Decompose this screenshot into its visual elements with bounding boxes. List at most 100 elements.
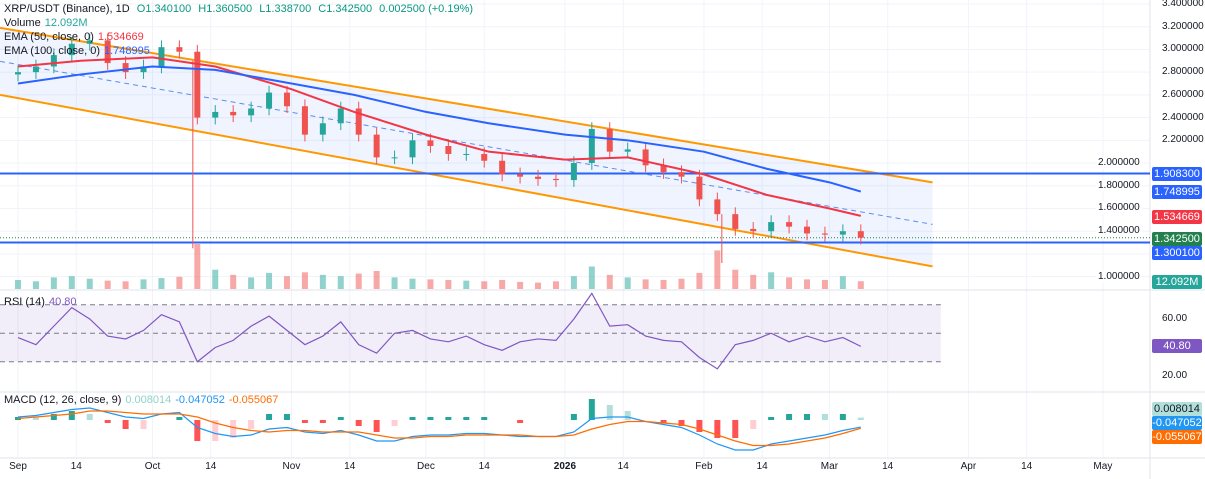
candle-body <box>499 160 506 175</box>
ema100-line <box>17 65 862 193</box>
candle-body <box>786 222 793 227</box>
candle-body <box>104 40 111 64</box>
volume-bar <box>140 279 147 289</box>
candle-body <box>122 63 129 73</box>
candle-body <box>230 111 237 116</box>
macd-histogram-bar <box>750 420 757 429</box>
candle-body <box>194 51 201 118</box>
channel-mid-line <box>0 60 933 225</box>
candle-body <box>248 108 255 116</box>
channel-fill <box>0 27 933 267</box>
time-tick-label: 14 <box>882 461 894 472</box>
macd-histogram-bar <box>266 414 273 420</box>
volume-bar <box>15 280 21 289</box>
macd-histogram-bar <box>606 405 613 420</box>
candle-body <box>301 106 308 135</box>
volume-bar <box>301 272 308 289</box>
candle-body <box>535 176 542 179</box>
volume-bar <box>570 276 577 289</box>
volume-bar <box>409 278 416 289</box>
candle-body <box>445 146 452 154</box>
candle-body <box>32 66 39 73</box>
candle-body <box>176 47 183 52</box>
volume-bar <box>481 281 488 289</box>
candle-body <box>642 149 649 166</box>
candle-body <box>678 172 685 177</box>
time-tick-label: Mar <box>820 461 839 472</box>
macd-histogram-bar <box>176 417 183 420</box>
volume-bar <box>194 244 201 289</box>
time-tick-label: May <box>1093 461 1113 472</box>
macd-histogram-bar <box>804 414 811 420</box>
volume-bar <box>122 281 129 289</box>
volume-bar <box>355 273 362 289</box>
macd-signal-tag: -0.055067 <box>1152 430 1202 444</box>
rsi-tick-label: 60.00 <box>1162 313 1188 324</box>
candle-body <box>266 92 273 109</box>
candle-body <box>857 231 864 238</box>
macd-histogram-bar <box>212 420 219 441</box>
candle-body <box>337 108 344 124</box>
ema50-label: EMA (50, close, 0) <box>4 31 94 43</box>
ema50-legend: EMA (50, close, 0) 1.534669 <box>4 31 148 43</box>
volume-value: 12.092M <box>44 17 88 29</box>
candle-body <box>839 231 846 235</box>
time-tick-label: 14 <box>1021 461 1033 472</box>
macd-signal-line <box>17 410 861 447</box>
high-value: H1.360500 <box>198 3 253 15</box>
candle-body <box>50 55 57 67</box>
time-tick-label: 14 <box>478 461 490 472</box>
ema100-legend: EMA (100, close, 0) 1.748995 <box>4 45 154 57</box>
candle-body <box>373 134 380 158</box>
volume-bar <box>696 272 703 289</box>
volume-bar <box>857 281 864 289</box>
level-tag-lower: 1.300100 <box>1152 246 1202 260</box>
macd-histogram-bar <box>445 417 452 420</box>
volume-bar <box>32 281 39 289</box>
candle-body <box>409 140 416 158</box>
macd-histogram-bar <box>140 420 147 429</box>
rsi-tick-label: 20.00 <box>1162 370 1188 381</box>
volume-bar <box>839 276 846 289</box>
time-tick-label: Oct <box>144 461 161 472</box>
price-tick-label: 2.600000 <box>1162 88 1204 100</box>
volume-bar <box>319 274 326 289</box>
macd-histogram-bar <box>427 417 434 420</box>
volume-bar <box>606 274 613 289</box>
open-value: O1.340100 <box>136 3 192 15</box>
candle-body <box>552 178 559 181</box>
macd-label: MACD (12, 26, close, 9) <box>4 394 122 406</box>
volume-bar <box>552 281 559 289</box>
volume-label: Volume <box>4 17 41 29</box>
price-tick-label: 1.800000 <box>1096 179 1142 192</box>
macd-histogram-bar <box>857 417 864 420</box>
volume-legend: Volume 12.092M <box>4 17 92 29</box>
volume-bar <box>678 278 685 289</box>
volume-bar <box>283 276 290 289</box>
level-tag-upper: 1.908300 <box>1152 167 1202 181</box>
time-tick-label: 2026 <box>553 461 577 472</box>
ema100-tag: 1.748995 <box>1152 185 1202 199</box>
candle-body <box>15 72 21 75</box>
price-tick-label: 2.400000 <box>1162 111 1204 123</box>
macd-histogram-bar <box>696 420 703 432</box>
close-value: C1.342500 <box>318 3 373 15</box>
candle-body <box>517 174 524 177</box>
volume-bar <box>732 269 739 289</box>
volume-bar <box>463 280 470 289</box>
volume-bar <box>104 280 111 289</box>
volume-bar <box>212 269 219 289</box>
volume-tag: 12.092M <box>1152 275 1202 289</box>
volume-bar <box>750 274 757 289</box>
macd-histogram-bar <box>373 420 380 432</box>
time-tick-label: Nov <box>282 461 301 472</box>
volume-bar <box>248 277 255 289</box>
macd-histogram-bar <box>588 399 595 420</box>
macd-histogram-bar <box>714 420 721 438</box>
price-tick-label: 1.000000 <box>1096 270 1142 283</box>
volume-bar <box>517 281 524 289</box>
candle-body <box>481 153 488 161</box>
macd-histogram-bar <box>86 414 93 420</box>
time-tick-label: 14 <box>205 461 217 472</box>
